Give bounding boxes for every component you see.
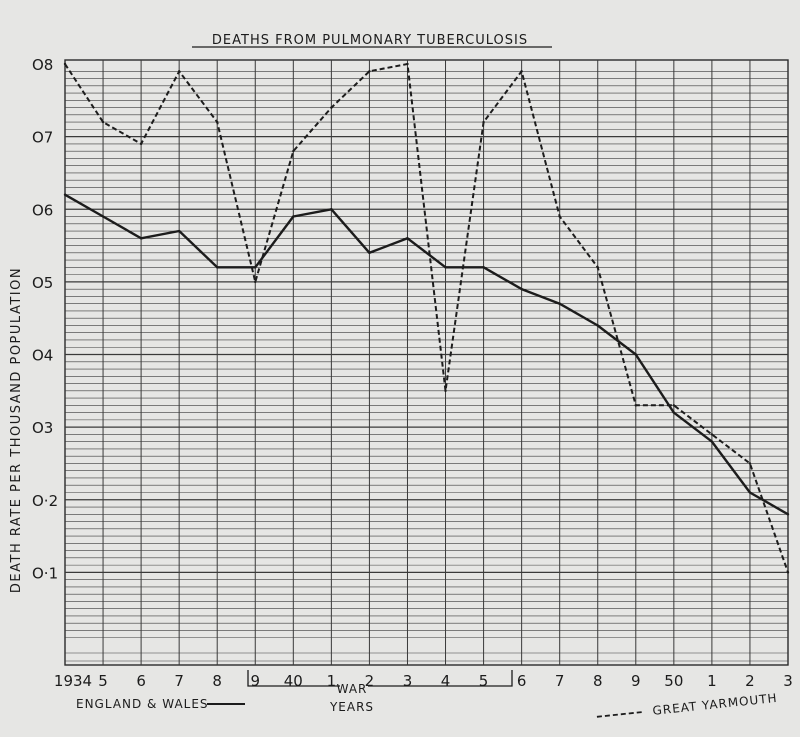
war-label: WAR (337, 682, 368, 696)
data-point (634, 353, 637, 356)
y-axis-label: DEATH RATE PER THOUSAND POPULATION (9, 267, 24, 593)
data-point (177, 70, 181, 73)
x-tick-label: 2 (365, 672, 375, 690)
data-point (292, 149, 295, 153)
x-tick-label: 1 (327, 672, 337, 690)
data-point (292, 215, 295, 218)
data-point (139, 237, 143, 240)
x-tick-label: 6 (517, 672, 527, 690)
x-tick-label: 2 (745, 672, 755, 690)
x-tick-label: 1 (707, 672, 717, 690)
y-tick-label: O5 (32, 274, 53, 292)
x-tick-label: 40 (284, 672, 303, 690)
data-point (482, 120, 485, 124)
data-point (520, 287, 523, 291)
x-tick-label: 5 (98, 672, 108, 690)
data-point (139, 142, 143, 146)
data-point (101, 215, 105, 218)
war-years-bracket (247, 670, 513, 687)
x-tick-label: 8 (593, 672, 603, 690)
data-point (482, 266, 485, 269)
data-point (596, 266, 599, 269)
data-point (558, 302, 561, 305)
legend-line-great-yarmouth (596, 710, 645, 718)
x-axis-label: YEARS (329, 700, 374, 714)
x-tick-label: 50 (664, 672, 683, 690)
data-point (101, 120, 105, 124)
x-tick-label: 9 (631, 672, 641, 690)
series-line-england-wales (64, 193, 789, 516)
x-tick-label: 6 (136, 672, 146, 690)
y-tick-label: O4 (32, 347, 53, 365)
y-tick-label: O3 (32, 419, 53, 437)
data-point (672, 404, 676, 407)
data-point (634, 404, 637, 407)
data-point (330, 208, 333, 211)
data-point (748, 462, 752, 465)
data-point (177, 229, 181, 233)
x-tick-label: 4 (441, 672, 451, 690)
labels-group: DEATHS FROM PULMONARY TUBERCULOSIS DEATH… (9, 33, 793, 718)
y-tick-label: O8 (32, 56, 53, 74)
data-point (786, 513, 790, 516)
legend-england-wales: ENGLAND & WALES (76, 697, 245, 711)
data-point (254, 266, 257, 269)
x-tick-label: 5 (479, 672, 489, 690)
legend-label-england-wales: ENGLAND & WALES (76, 697, 209, 711)
x-tick-label: 7 (174, 672, 184, 690)
data-point (444, 266, 447, 269)
series-group (63, 62, 790, 574)
data-point (406, 237, 409, 240)
series-line-great-yarmouth (64, 63, 789, 573)
data-point (786, 571, 790, 574)
data-point (216, 266, 219, 269)
data-point (330, 106, 333, 109)
plot-frame (64, 59, 789, 666)
data-point (596, 324, 599, 327)
data-point (406, 62, 409, 66)
x-tick-label: 7 (555, 672, 565, 690)
y-tick-label: O·2 (32, 492, 58, 510)
x-tick-label: 9 (250, 672, 260, 690)
data-point (520, 70, 523, 73)
chart-title: DEATHS FROM PULMONARY TUBERCULOSIS (212, 33, 528, 48)
y-tick-label: O7 (32, 129, 53, 147)
x-tick-label: 1934 (54, 672, 92, 690)
data-point (216, 120, 219, 124)
data-point (368, 70, 371, 73)
data-point (63, 193, 67, 196)
y-tick-label: O·1 (32, 564, 58, 582)
data-point (710, 433, 714, 436)
data-point (558, 215, 561, 218)
x-tick-label: 3 (403, 672, 413, 690)
data-point (672, 411, 676, 414)
data-point (444, 389, 447, 393)
data-point (710, 440, 714, 443)
grid (64, 59, 789, 666)
x-tick-label: 3 (783, 672, 793, 690)
data-point (63, 62, 67, 66)
y-tick-label: O6 (32, 201, 53, 219)
data-point (748, 491, 752, 494)
x-tick-label: 8 (212, 672, 222, 690)
data-point (368, 251, 371, 255)
data-point (254, 280, 257, 284)
